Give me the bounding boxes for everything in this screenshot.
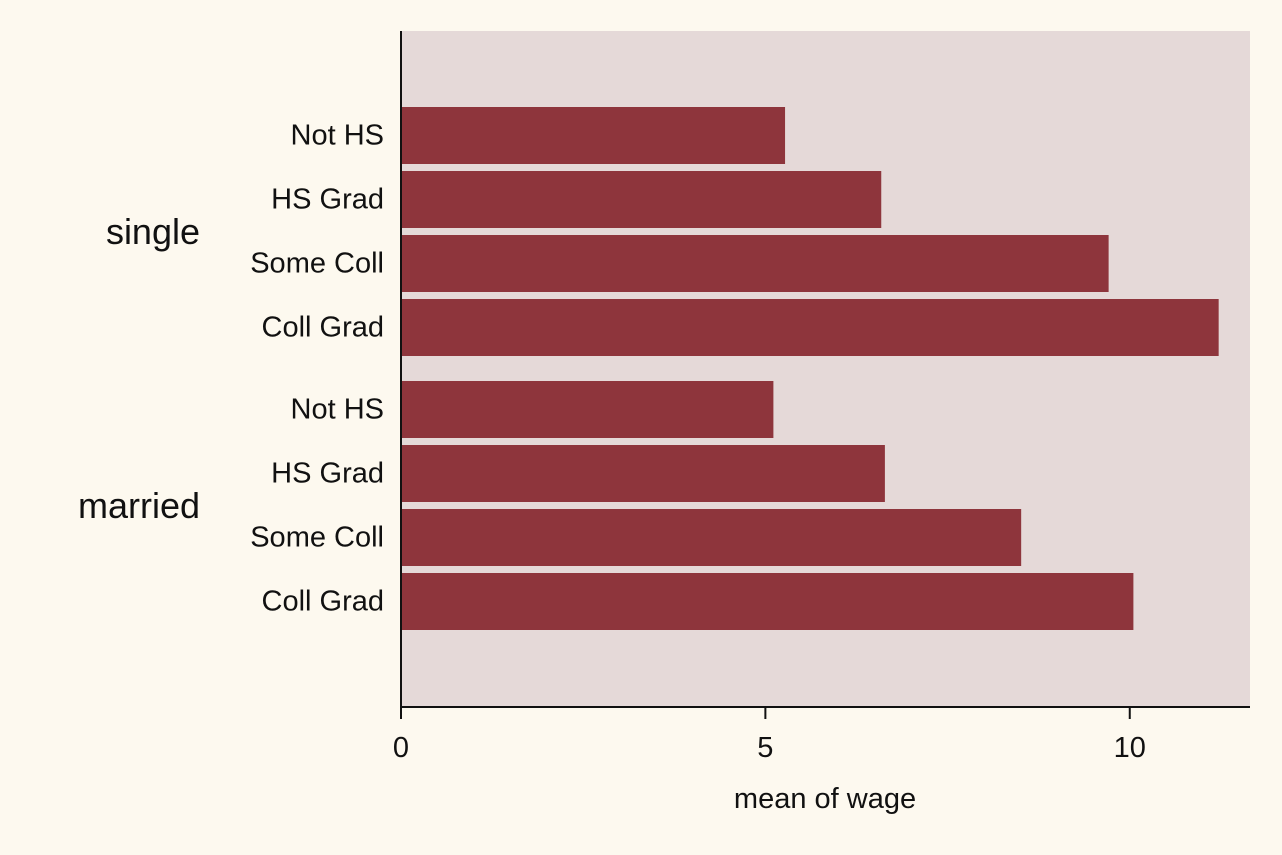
bar-married-some-coll xyxy=(401,509,1022,566)
bar-married-hs-grad xyxy=(401,445,885,502)
bar-single-not-hs xyxy=(401,107,786,164)
category-label: Coll Grad xyxy=(262,312,385,344)
group-label-married: married xyxy=(78,485,200,526)
bar-single-coll-grad xyxy=(401,299,1219,356)
category-label: HS Grad xyxy=(271,458,384,490)
bar-married-not-hs xyxy=(401,381,774,438)
x-tick-label: 5 xyxy=(757,732,773,764)
x-tick-label: 0 xyxy=(393,732,409,764)
category-label: Coll Grad xyxy=(262,586,385,618)
bar-single-some-coll xyxy=(401,235,1109,292)
category-label: HS Grad xyxy=(271,184,384,216)
group-label-single: single xyxy=(106,211,200,252)
x-axis-title: mean of wage xyxy=(734,783,916,815)
bar-married-coll-grad xyxy=(401,573,1134,630)
category-label: Some Coll xyxy=(250,248,384,280)
category-label: Not HS xyxy=(291,394,384,426)
bar-single-hs-grad xyxy=(401,171,882,228)
x-tick-label: 10 xyxy=(1114,732,1146,764)
category-label: Not HS xyxy=(291,120,384,152)
category-label: Some Coll xyxy=(250,522,384,554)
